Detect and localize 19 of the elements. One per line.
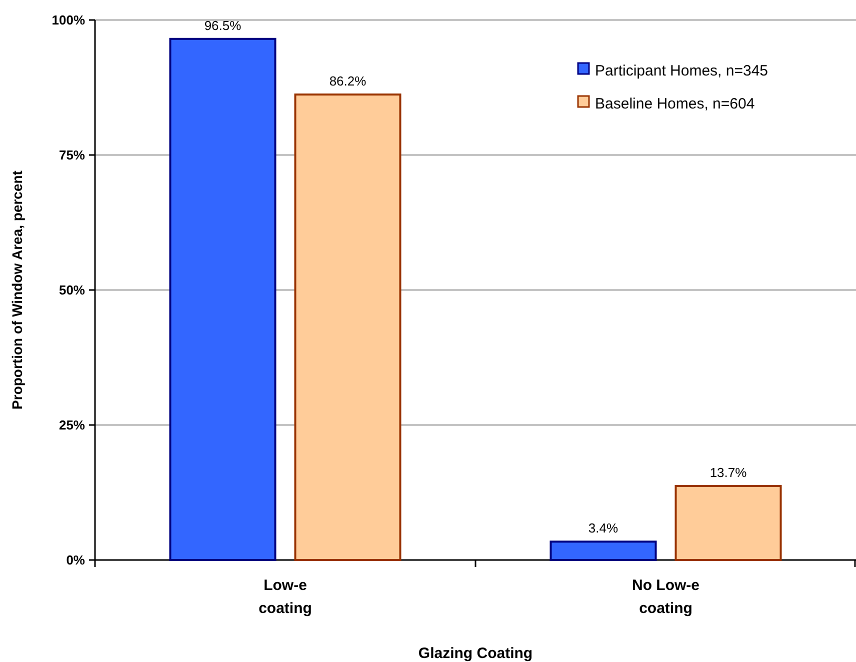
x-axis-title: Glazing Coating: [418, 645, 533, 662]
bar: [294, 94, 402, 561]
bar: [674, 485, 782, 561]
text: 3.4%: [588, 520, 618, 536]
bar: [550, 540, 657, 561]
legend-label: Participant Homes, n=345: [595, 62, 768, 80]
legend-label: Baseline Homes, n=604: [595, 95, 755, 112]
y-tick-label: 100%: [52, 12, 86, 28]
y-tick-label: 50%: [58, 282, 86, 298]
y-tick-label: 75%: [58, 148, 86, 163]
text: 86.2%: [329, 74, 366, 89]
y-tick-label: 0%: [66, 552, 86, 568]
text: 96.5%: [204, 18, 242, 33]
x-tick-label: Low-e coating: [258, 577, 312, 617]
text: 13.7%: [710, 465, 747, 480]
bar: [169, 38, 276, 561]
y-axis-title: Proportion of Window Area, percent: [9, 170, 25, 410]
y-tick-label: 25%: [58, 418, 86, 433]
x-tick-label: No Low-e coating: [632, 577, 700, 617]
